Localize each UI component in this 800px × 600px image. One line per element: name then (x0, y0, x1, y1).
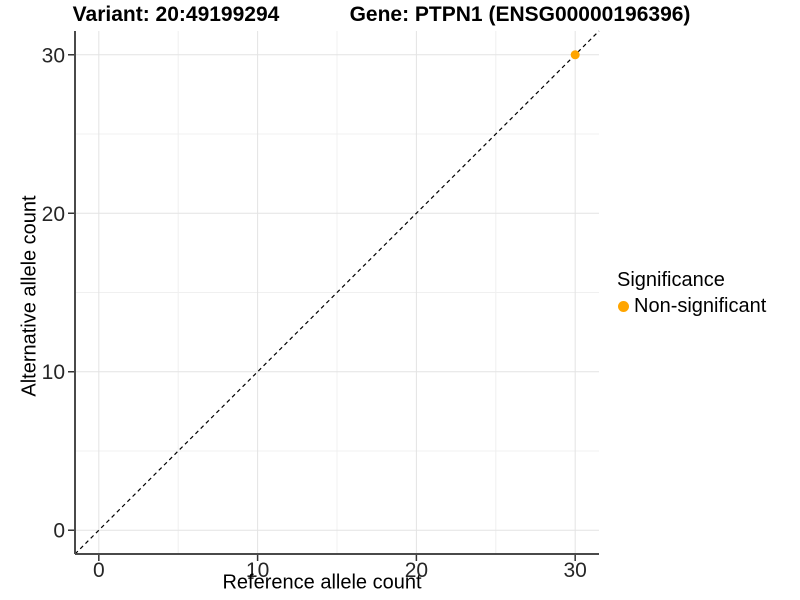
variant-title: Variant: 20:49199294 (72, 3, 280, 26)
y-tick-label: 20 (42, 203, 65, 226)
legend-item: Non-significant (617, 294, 766, 318)
legend-title: Significance (617, 269, 725, 291)
y-axis-title: Alternative allele count (18, 195, 41, 397)
gene-title: Gene: PTPN1 (ENSG00000196396) (349, 3, 691, 26)
legend-item-label: Non-significant (634, 295, 767, 317)
x-tick-label: 0 (93, 559, 105, 582)
x-axis-title: Reference allele count (222, 571, 422, 594)
legend: Significance Non-significant (617, 268, 766, 318)
x-tick-label: 20 (405, 559, 428, 582)
legend-point-swatch-icon (618, 301, 629, 312)
data-point (570, 50, 580, 60)
x-tick-label: 10 (246, 559, 269, 582)
x-tick-label: 30 (564, 559, 587, 582)
identity-dashed-line (74, 30, 600, 555)
y-tick-label: 0 (53, 520, 65, 543)
y-tick-label: 10 (42, 361, 65, 384)
y-tick-label: 30 (42, 44, 65, 67)
